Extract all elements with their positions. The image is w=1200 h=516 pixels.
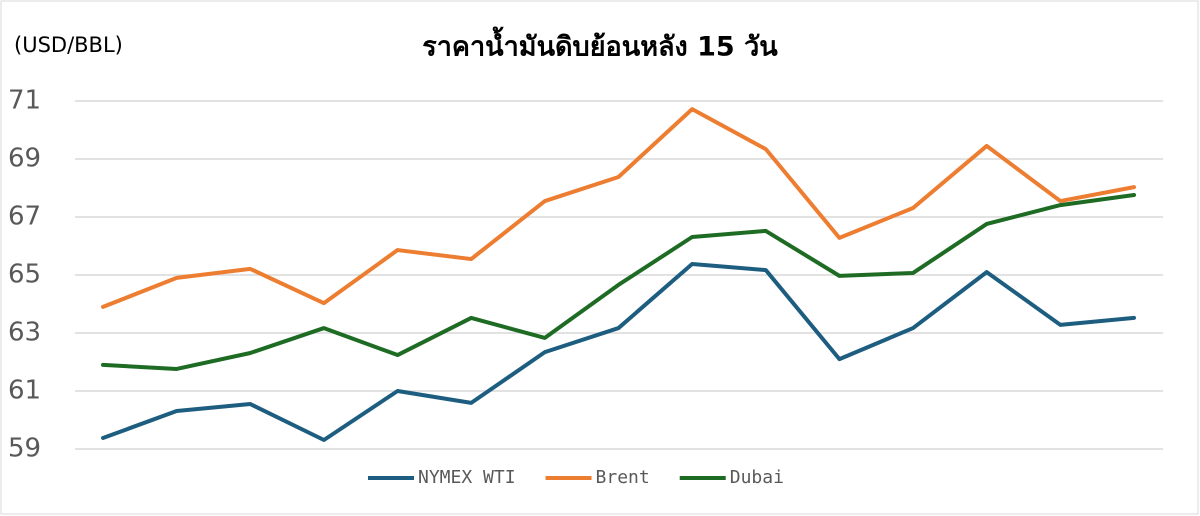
legend-label: Dubai bbox=[730, 467, 784, 488]
legend-label: NYMEX WTI bbox=[418, 467, 516, 488]
y-tick-label: 71 bbox=[8, 86, 41, 116]
series-line bbox=[101, 261, 1136, 443]
y-axis-label: (USD/BBL) bbox=[14, 33, 123, 57]
chart-title: ราคาน้ำมันดิบย้อนหลัง 15 วัน bbox=[422, 26, 778, 63]
series-line bbox=[101, 192, 1136, 371]
y-tick-label: 67 bbox=[8, 202, 41, 232]
y-tick-label: 65 bbox=[8, 260, 41, 290]
legend-label: Brent bbox=[596, 467, 650, 488]
y-tick-label: 59 bbox=[8, 434, 41, 464]
series-line bbox=[101, 107, 1136, 309]
y-tick-label: 63 bbox=[8, 318, 41, 348]
y-tick-label: 69 bbox=[8, 144, 41, 174]
y-tick-label: 61 bbox=[8, 376, 41, 406]
